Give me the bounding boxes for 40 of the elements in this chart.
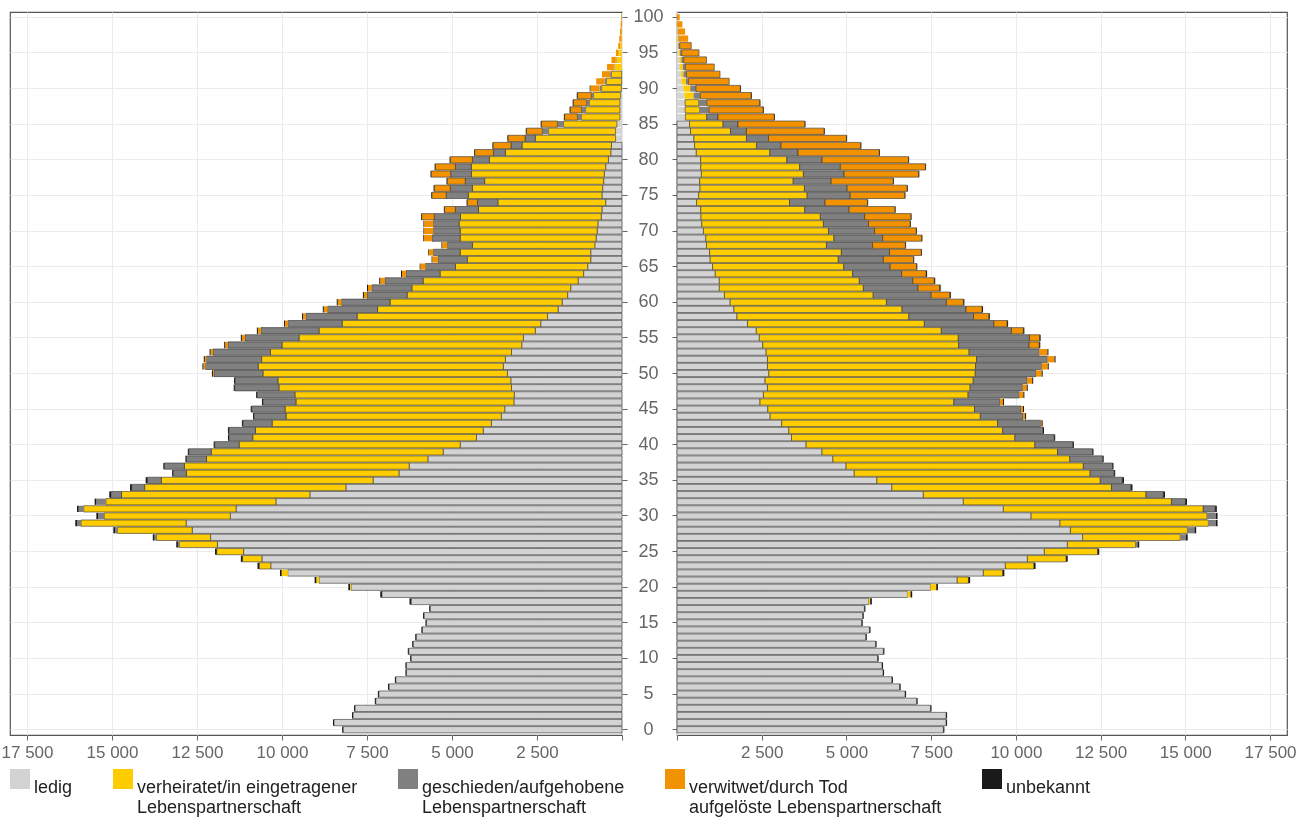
x-tick-label: 7 500: [346, 742, 389, 762]
x-tick-label: 10 000: [990, 742, 1043, 762]
x-tick-label: 17 500: [1244, 742, 1297, 762]
y-tick-label: 90: [638, 77, 659, 98]
x-tick-label: 17 500: [1, 742, 54, 762]
legend-label: geschieden/aufgehobene Lebenspartnerschaft: [422, 777, 625, 817]
y-tick-label: 0: [643, 718, 654, 739]
x-tick-label: 12 500: [171, 742, 224, 762]
x-tick-label: 15 000: [86, 742, 139, 762]
y-tick-label: 25: [638, 540, 659, 561]
y-tick-label: 50: [638, 362, 659, 383]
y-tick-label: 55: [638, 326, 659, 347]
y-tick-label: 20: [638, 576, 659, 597]
x-tick-label: 5 000: [825, 742, 869, 762]
legend-label: verwitwet/durch Tod aufgelöste Lebenspartnerschaft: [689, 777, 942, 817]
y-tick-label: 45: [638, 398, 659, 419]
y-tick-label: 30: [638, 504, 659, 525]
y-tick-label: 15: [638, 611, 659, 632]
x-tick-label: 10 000: [256, 742, 309, 762]
y-tick-label: 100: [633, 6, 664, 27]
y-tick-label: 35: [638, 469, 659, 490]
y-tick-label: 80: [638, 148, 659, 169]
x-tick-label: 15 000: [1159, 742, 1212, 762]
x-tick-label: 2 500: [740, 742, 784, 762]
y-tick-label: 40: [638, 433, 659, 454]
x-tick-label: 2 500: [516, 742, 559, 762]
legend-label: unbekannt: [1006, 777, 1091, 797]
x-tick-label: 7 500: [910, 742, 953, 762]
legend-label: verheiratet/in eingetragener Lebenspartnerschaft: [137, 777, 358, 817]
x-tick-label: 12 500: [1075, 742, 1128, 762]
y-tick-label: 95: [638, 41, 659, 62]
y-tick-label: 65: [638, 255, 659, 276]
legend-label: ledig: [34, 777, 73, 797]
y-tick-label: 60: [638, 291, 659, 312]
x-tick-label: 5 000: [431, 742, 474, 762]
y-tick-label: 5: [643, 683, 654, 704]
y-tick-label: 85: [638, 113, 659, 134]
y-tick-label: 10: [638, 647, 659, 668]
y-tick-label: 75: [638, 184, 659, 205]
y-tick-label: 70: [638, 220, 659, 241]
